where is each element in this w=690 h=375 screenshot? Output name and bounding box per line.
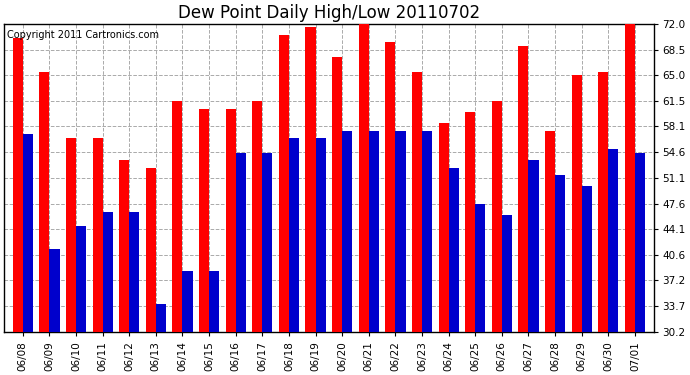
Bar	[253, 101, 262, 332]
Bar	[465, 112, 475, 332]
Bar	[12, 39, 23, 332]
Bar	[475, 204, 485, 332]
Bar	[182, 271, 193, 332]
Bar	[119, 160, 129, 332]
Bar	[39, 72, 50, 332]
Bar	[492, 101, 502, 332]
Bar	[66, 138, 76, 332]
Bar	[571, 75, 582, 332]
Bar	[502, 215, 512, 332]
Bar	[332, 57, 342, 332]
Bar	[289, 138, 299, 332]
Bar	[172, 101, 182, 332]
Bar	[625, 16, 635, 332]
Bar	[518, 46, 529, 332]
Bar	[76, 226, 86, 332]
Bar	[529, 160, 539, 332]
Bar	[199, 108, 209, 332]
Bar	[50, 249, 59, 332]
Bar	[146, 168, 156, 332]
Bar	[236, 153, 246, 332]
Bar	[395, 130, 406, 332]
Bar	[315, 138, 326, 332]
Bar	[129, 212, 139, 332]
Bar	[582, 186, 592, 332]
Bar	[412, 72, 422, 332]
Bar	[209, 271, 219, 332]
Bar	[359, 13, 368, 332]
Bar	[103, 212, 112, 332]
Bar	[279, 35, 289, 332]
Bar	[598, 72, 609, 332]
Bar	[385, 42, 395, 332]
Bar	[306, 27, 315, 332]
Bar	[262, 153, 273, 332]
Bar	[635, 153, 645, 332]
Bar	[545, 130, 555, 332]
Text: Copyright 2011 Cartronics.com: Copyright 2011 Cartronics.com	[8, 30, 159, 40]
Bar	[422, 130, 432, 332]
Bar	[226, 108, 236, 332]
Bar	[609, 149, 618, 332]
Bar	[23, 134, 33, 332]
Bar	[439, 123, 449, 332]
Title: Dew Point Daily High/Low 20110702: Dew Point Daily High/Low 20110702	[178, 4, 480, 22]
Bar	[448, 168, 459, 332]
Bar	[156, 304, 166, 332]
Bar	[555, 175, 565, 332]
Bar	[342, 130, 353, 332]
Bar	[92, 138, 103, 332]
Bar	[368, 130, 379, 332]
